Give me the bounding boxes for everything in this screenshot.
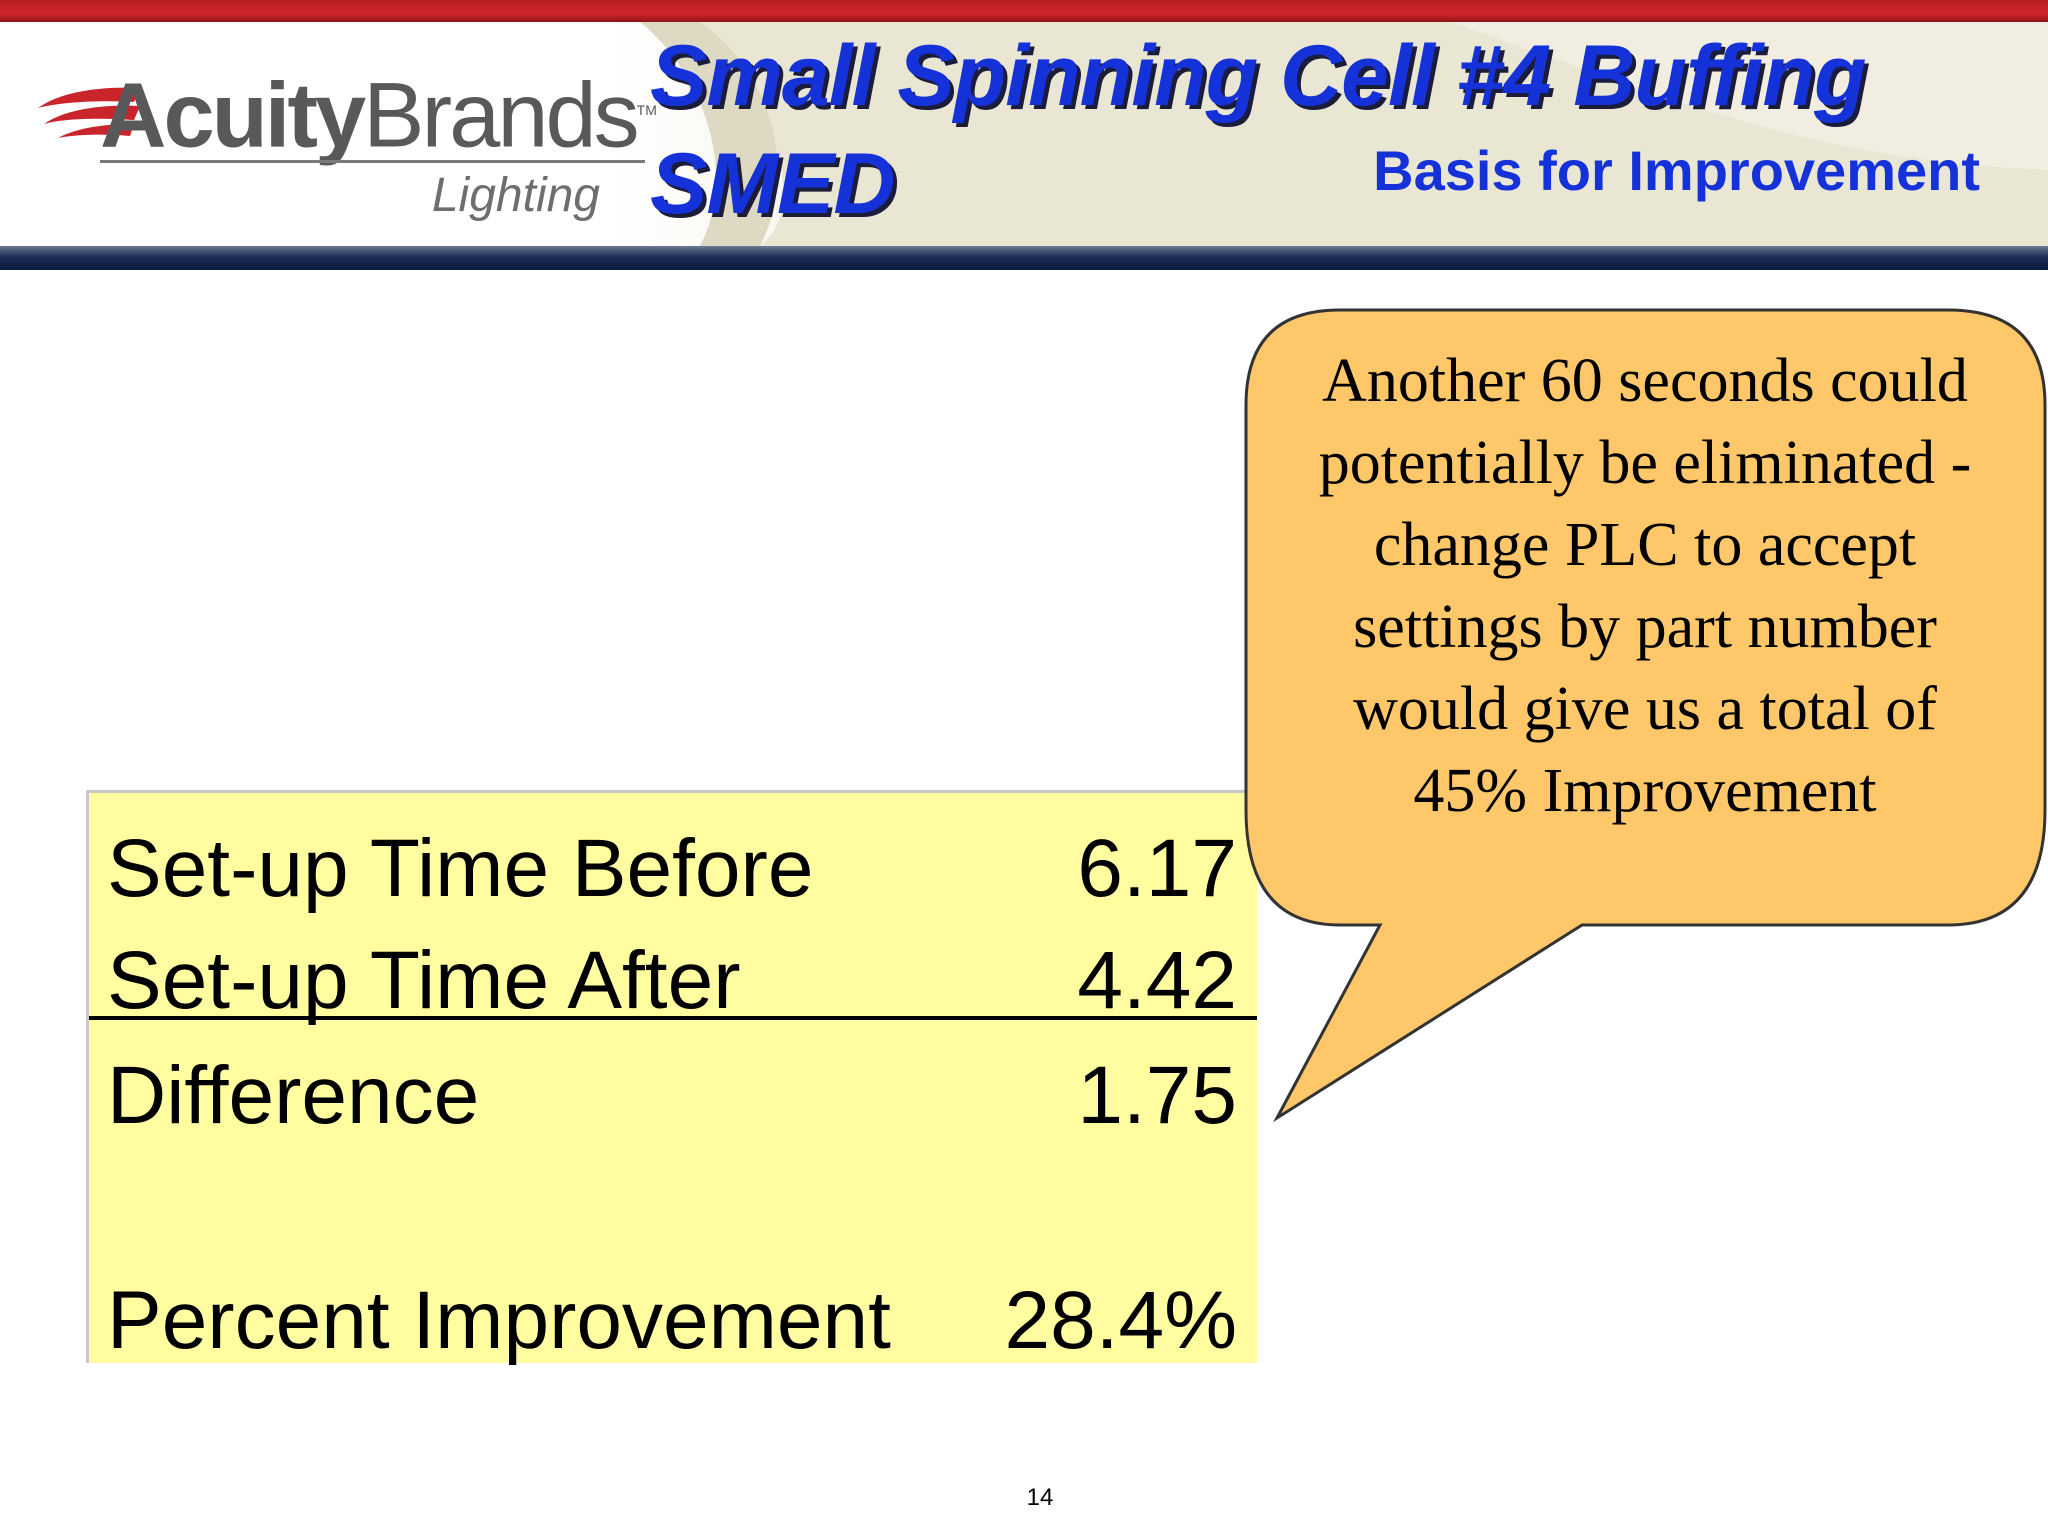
row-label: Set-up Time Before: [107, 823, 814, 914]
row-label: Set-up Time After: [107, 935, 741, 1026]
row-value: 1.75: [1077, 1050, 1237, 1141]
row-value: 6.17: [1077, 823, 1237, 914]
table-row: Set-up Time After 4.42: [89, 925, 1257, 1037]
logo-trademark: TM: [636, 102, 657, 118]
slide-title: Small Spinning Cell #4 Buffing SMED: [650, 28, 1867, 232]
logo-subtitle: Lighting: [431, 169, 600, 222]
row-value: 4.42: [1077, 935, 1237, 1026]
row-label: Difference: [107, 1050, 480, 1141]
logo-divider: [100, 160, 645, 163]
header-swoosh-decoration: [640, 22, 2048, 246]
header-top-stripe: [0, 0, 2048, 22]
header-bottom-stripe: [0, 246, 2048, 270]
slide-subtitle: Basis for Improvement: [1373, 139, 1980, 202]
table-row: Set-up Time Before 6.17: [89, 813, 1257, 925]
page-number: 14: [1026, 1484, 1054, 1511]
logo-wordmark-bold: Acuity: [100, 64, 366, 167]
table-row: Percent Improvement 28.4%: [89, 1265, 1257, 1377]
slide-header: AcuityBrandsTM Lighting Small Spinning C…: [0, 0, 2048, 270]
logo-chevron-icon: [38, 87, 140, 138]
logo-wordmark-light: Brands: [363, 64, 639, 167]
row-label: Percent Improvement: [107, 1275, 891, 1366]
logo-wordmark: AcuityBrandsTM: [100, 60, 657, 166]
results-table: Set-up Time Before 6.17 Set-up Time Afte…: [86, 790, 1257, 1366]
table-row: Difference 1.75: [89, 1040, 1257, 1152]
speech-bubble-callout: [1244, 308, 2047, 1123]
callout-text: Another 60 seconds could potentially be …: [1318, 347, 1972, 825]
table-divider: [89, 1016, 1257, 1020]
acuity-brands-logo: AcuityBrandsTM Lighting: [30, 60, 657, 230]
row-value: 28.4%: [1004, 1275, 1237, 1366]
